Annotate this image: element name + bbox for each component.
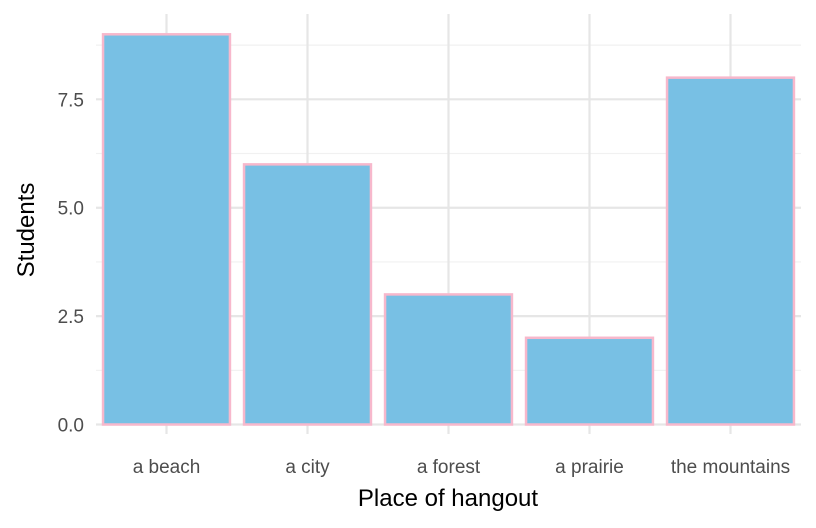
y-tick-label: 2.5: [58, 307, 84, 328]
x-axis-title: Place of hangout: [358, 485, 538, 512]
y-axis-ticks: 0.0 2.5 5.0 7.5: [58, 90, 84, 436]
x-tick-label: a beach: [133, 457, 201, 478]
bar-series: [101, 33, 796, 426]
bar: [101, 33, 232, 426]
x-axis-ticks: a beach a city a forest a prairie the mounta…: [133, 457, 790, 478]
x-tick-label: a prairie: [555, 457, 624, 478]
bar: [524, 336, 655, 426]
x-tick-label: the mountains: [671, 457, 790, 478]
y-tick-label: 0.0: [58, 416, 84, 437]
bar: [665, 76, 796, 426]
bar: [383, 293, 514, 426]
y-tick-label: 5.0: [58, 199, 84, 220]
x-tick-label: a city: [285, 457, 330, 478]
x-tick-label: a forest: [417, 457, 481, 478]
bar: [242, 163, 373, 426]
y-tick-label: 7.5: [58, 90, 84, 111]
y-axis-title: Students: [13, 183, 40, 278]
